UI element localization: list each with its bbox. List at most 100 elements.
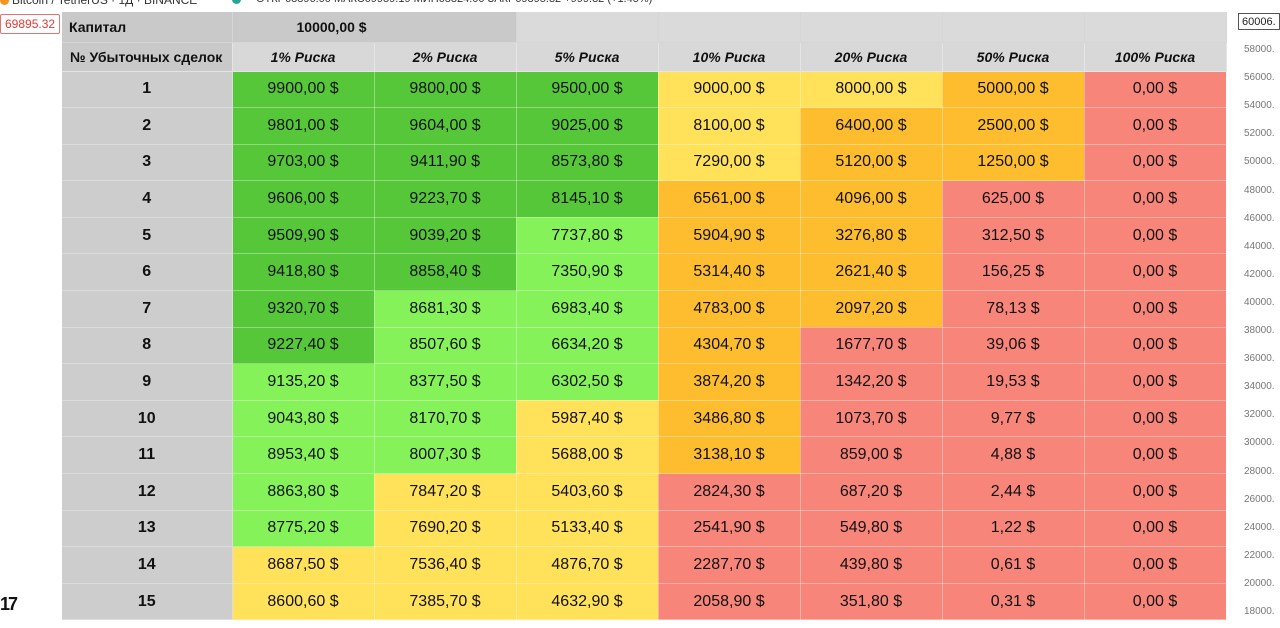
table-cell: 6400,00 $ xyxy=(800,107,943,145)
table-cell: 8775,20 $ xyxy=(232,510,375,548)
table-row: 6 9418,80 $8858,40 $7350,90 $5314,40 $262… xyxy=(62,253,1227,292)
table-cell: 8145,10 $ xyxy=(516,180,659,218)
table-cell: 9509,90 $ xyxy=(232,217,375,255)
table-cell: 859,00 $ xyxy=(800,436,943,475)
table-cell: 4,88 $ xyxy=(942,436,1085,475)
table-cell: 6561,00 $ xyxy=(658,180,801,218)
price-axis[interactable]: 58000. 56000. 54000. 52000. 50000. 48000. 4600… xyxy=(1244,0,1280,628)
table-cell: 8687,50 $ xyxy=(232,546,375,584)
row-number: 2 xyxy=(62,107,233,145)
table-cell: 8863,80 $ xyxy=(232,473,375,511)
table-cell: 625,00 $ xyxy=(942,180,1085,218)
row-number: 5 xyxy=(62,217,233,255)
table-row: 1 9900,00 $9800,00 $9500,00 $9000,00 $800… xyxy=(62,71,1227,109)
table-cell: 6634,20 $ xyxy=(516,327,659,365)
table-cell: 7737,80 $ xyxy=(516,217,659,255)
capital-row: Капитал 10000,00 $ xyxy=(62,12,1227,43)
table-cell: 0,00 $ xyxy=(1084,583,1227,621)
table-cell: 2,44 $ xyxy=(942,473,1085,511)
table-cell: 5133,40 $ xyxy=(516,510,659,548)
axis-tick-label: 20000. xyxy=(1244,577,1275,589)
table-cell: 9606,00 $ xyxy=(232,180,375,218)
table-cell: 78,13 $ xyxy=(942,290,1085,328)
table-cell: 351,80 $ xyxy=(800,583,943,621)
table-row: 12 8863,80 $7847,20 $5403,60 $2824,30 $68… xyxy=(62,473,1227,511)
axis-tick-label: 26000. xyxy=(1244,493,1275,505)
axis-tick-label: 54000. xyxy=(1244,100,1275,112)
capital-empty-cell xyxy=(658,12,801,43)
row-number: 10 xyxy=(62,400,233,438)
table-cell: 0,00 $ xyxy=(1084,107,1227,145)
table-cell: 39,06 $ xyxy=(942,327,1085,365)
axis-tick-label: 32000. xyxy=(1244,409,1275,421)
table-cell: 6302,50 $ xyxy=(516,363,659,401)
table-cell: 8507,60 $ xyxy=(374,327,517,365)
table-row: 10 9043,80 $8170,70 $5987,40 $3486,80 $10… xyxy=(62,400,1227,438)
table-cell: 3874,20 $ xyxy=(658,363,801,401)
table-cell: 3486,80 $ xyxy=(658,400,801,438)
row-number: 14 xyxy=(62,546,233,584)
table-cell: 1677,70 $ xyxy=(800,327,943,365)
table-cell: 3276,80 $ xyxy=(800,217,943,255)
row-number: 15 xyxy=(62,583,233,621)
header-row: № Убыточных сделок 1% Риска 2% Риска 5% Ри… xyxy=(62,42,1227,72)
axis-tick-label: 46000. xyxy=(1244,212,1275,224)
table-cell: 9039,20 $ xyxy=(374,217,517,255)
table-cell: 0,00 $ xyxy=(1084,180,1227,218)
table-cell: 2097,20 $ xyxy=(800,290,943,328)
table-row: 11 8953,40 $8007,30 $5688,00 $3138,10 $85… xyxy=(62,436,1227,475)
table-cell: 0,00 $ xyxy=(1084,363,1227,401)
table-cell: 1,22 $ xyxy=(942,510,1085,548)
table-row: 14 8687,50 $7536,40 $4876,70 $2287,70 $43… xyxy=(62,546,1227,584)
table-cell: 9223,70 $ xyxy=(374,180,517,218)
axis-tick-label: 18000. xyxy=(1244,606,1275,617)
table-cell: 7385,70 $ xyxy=(374,583,517,621)
table-cell: 9900,00 $ xyxy=(232,71,375,109)
table-cell: 8600,60 $ xyxy=(232,583,375,621)
table-cell: 312,50 $ xyxy=(942,217,1085,255)
price-scale-tag: 60006. xyxy=(1238,13,1280,30)
axis-tick-label: 38000. xyxy=(1244,325,1275,336)
table-cell: 4876,70 $ xyxy=(516,546,659,584)
table-cell: 5904,90 $ xyxy=(658,217,801,255)
table-cell: 9500,00 $ xyxy=(516,71,659,109)
chart-header-bar: Bitcoin / TetherUS · 1Д · BINANCE ОТКР68… xyxy=(0,0,1280,10)
table-row: 15 8600,60 $7385,70 $4632,90 $2058,90 $35… xyxy=(62,583,1227,621)
row-number: 9 xyxy=(62,363,233,401)
table-cell: 0,00 $ xyxy=(1084,546,1227,584)
table-cell: 8007,30 $ xyxy=(374,436,517,475)
table-cell: 0,00 $ xyxy=(1084,473,1227,511)
table-cell: 0,00 $ xyxy=(1084,510,1227,548)
column-header: 1% Риска xyxy=(232,42,375,72)
table-cell: 0,31 $ xyxy=(942,583,1085,621)
table-cell: 5987,40 $ xyxy=(516,400,659,438)
symbol-title[interactable]: Bitcoin / TetherUS · 1Д · BINANCE xyxy=(0,0,197,7)
table-cell: 9604,00 $ xyxy=(374,107,517,145)
axis-tick-label: 50000. xyxy=(1244,156,1275,168)
table-cell: 9043,80 $ xyxy=(232,400,375,438)
table-cell: 5000,00 $ xyxy=(942,71,1085,109)
capital-label: Капитал xyxy=(62,12,233,43)
table-cell: 7536,40 $ xyxy=(374,546,517,584)
table-row: 7 9320,70 $8681,30 $6983,40 $4783,00 $209… xyxy=(62,290,1227,328)
table-cell: 0,00 $ xyxy=(1084,327,1227,365)
table-row: 2 9801,00 $9604,00 $9025,00 $8100,00 $640… xyxy=(62,107,1227,145)
table-cell: 0,00 $ xyxy=(1084,217,1227,255)
table-cell: 9025,00 $ xyxy=(516,107,659,145)
axis-tick-label: 34000. xyxy=(1244,381,1275,393)
axis-tick-label: 40000. xyxy=(1244,296,1275,308)
table-cell: 2541,90 $ xyxy=(658,510,801,548)
ohlc-readout: ОТКР68896.00 МАКС69989.19 МИН68824.00 ЗА… xyxy=(256,0,652,5)
table-cell: 9000,00 $ xyxy=(658,71,801,109)
risk-table: Капитал 10000,00 $ № Убыточных сделок 1%… xyxy=(62,12,1227,621)
table-cell: 8000,00 $ xyxy=(800,71,943,109)
table-cell: 0,00 $ xyxy=(1084,290,1227,328)
row-number: 6 xyxy=(62,253,233,292)
column-header: 10% Риска xyxy=(658,42,801,72)
table-cell: 2824,30 $ xyxy=(658,473,801,511)
table-cell: 8681,30 $ xyxy=(374,290,517,328)
column-header: 20% Риска xyxy=(800,42,943,72)
table-row: 3 9703,00 $9411,90 $8573,80 $7290,00 $512… xyxy=(62,144,1227,182)
capital-value: 10000,00 $ xyxy=(232,12,517,43)
bitcoin-icon xyxy=(0,0,9,6)
